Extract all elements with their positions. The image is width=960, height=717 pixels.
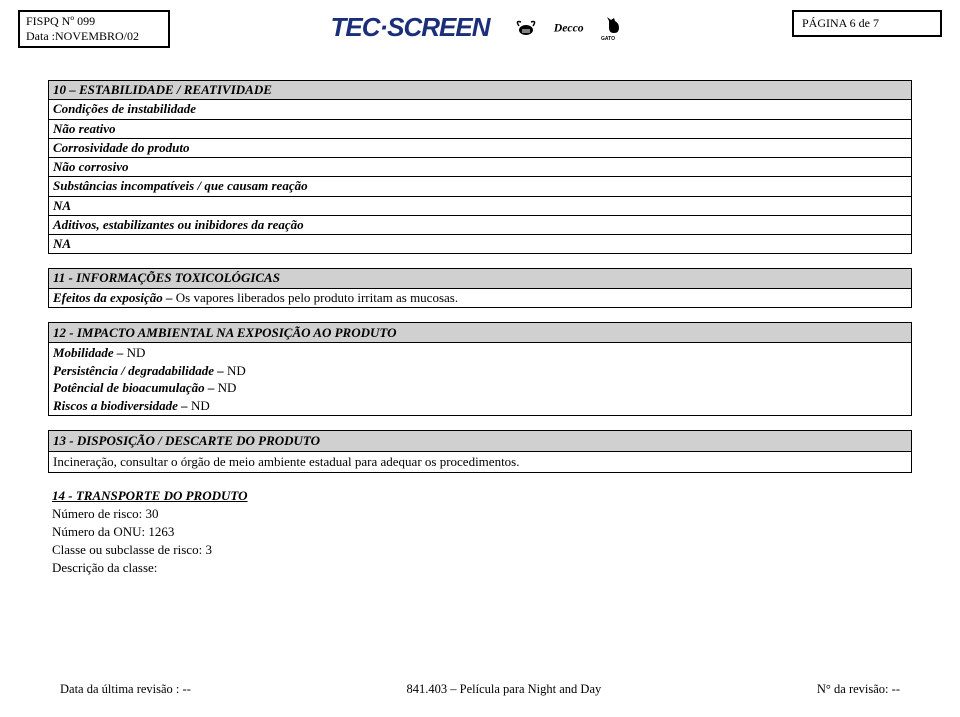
- s10-row: NA: [49, 235, 912, 254]
- s14-row: Número da ONU: 1263: [52, 523, 908, 541]
- s12-val: ND: [218, 380, 237, 395]
- doc-date: Data :NOVEMBRO/02: [26, 29, 162, 44]
- header-logos: TEC·SCREEN Decco GATO: [184, 10, 778, 43]
- s10-row: NA: [49, 196, 912, 215]
- section-14-block: 14 - TRANSPORTE DO PRODUTO Número de ris…: [48, 487, 912, 578]
- s12-val: ND: [227, 363, 246, 378]
- svg-text:Decco: Decco: [552, 21, 583, 34]
- s12-label: Riscos a biodiversidade –: [53, 398, 191, 413]
- brand-logo: TEC·SCREEN: [330, 12, 489, 43]
- s12-row: Mobilidade – ND: [53, 344, 907, 362]
- page-number: PÁGINA 6 de 7: [802, 16, 879, 30]
- s10-row: Corrosividade do produto: [49, 138, 912, 157]
- s12-label: Persistência / degradabilidade –: [53, 363, 227, 378]
- bee-icon: [508, 14, 544, 42]
- section-13-block: 13 - DISPOSIÇÃO / DESCARTE DO PRODUTO In…: [48, 430, 912, 472]
- s11-label: Efeitos da exposição –: [53, 290, 176, 305]
- s10-row: Não reativo: [49, 119, 912, 138]
- s14-row: Descrição da classe:: [52, 559, 908, 577]
- svg-text:GATO: GATO: [601, 36, 615, 41]
- s14-row: Número de risco: 30: [52, 505, 908, 523]
- section-10-title: 10 – ESTABILIDADE / REATIVIDADE: [49, 81, 912, 100]
- s12-label: Mobilidade –: [53, 345, 127, 360]
- s11-value: Os vapores liberados pelo produto irrita…: [176, 290, 458, 305]
- header-right-box: PÁGINA 6 de 7: [792, 10, 942, 37]
- s12-row: Potêncial de bioacumulação – ND: [53, 379, 907, 397]
- footer-center: 841.403 – Película para Night and Day: [407, 682, 602, 697]
- gato-preto-logo: GATO: [596, 14, 632, 42]
- footer-left: Data da última revisão : --: [60, 682, 191, 697]
- page-content: 10 – ESTABILIDADE / REATIVIDADE Condiçõe…: [0, 52, 960, 578]
- header-left-box: FISPQ Nº 099 Data :NOVEMBRO/02: [18, 10, 170, 48]
- s12-row: Persistência / degradabilidade – ND: [53, 362, 907, 380]
- s13-body: Incineração, consultar o órgão de meio a…: [53, 453, 907, 471]
- page-footer: Data da última revisão : -- 841.403 – Pe…: [0, 682, 960, 697]
- s10-row: Não corrosivo: [49, 158, 912, 177]
- fispq-number: FISPQ Nº 099: [26, 14, 162, 29]
- s12-val: ND: [191, 398, 210, 413]
- page-header: FISPQ Nº 099 Data :NOVEMBRO/02 TEC·SCREE…: [0, 0, 960, 52]
- decco-logo: Decco: [552, 14, 588, 42]
- section-11-table: 11 - INFORMAÇÕES TOXICOLÓGICAS Efeitos d…: [48, 268, 912, 308]
- s11-row: Efeitos da exposição – Os vapores libera…: [49, 288, 912, 307]
- s12-label: Potêncial de bioacumulação –: [53, 380, 218, 395]
- section-12-block: 12 - IMPACTO AMBIENTAL NA EXPOSIÇÃO AO P…: [48, 322, 912, 417]
- s12-val: ND: [127, 345, 146, 360]
- s12-row: Riscos a biodiversidade – ND: [53, 397, 907, 415]
- s10-row: Condições de instabilidade: [49, 100, 912, 119]
- s14-row: Classe ou subclasse de risco: 3: [52, 541, 908, 559]
- section-12-title: 12 - IMPACTO AMBIENTAL NA EXPOSIÇÃO AO P…: [49, 323, 911, 344]
- section-11-title: 11 - INFORMAÇÕES TOXICOLÓGICAS: [49, 269, 912, 288]
- footer-right: N° da revisão: --: [817, 682, 900, 697]
- section-10-table: 10 – ESTABILIDADE / REATIVIDADE Condiçõe…: [48, 80, 912, 254]
- section-13-title: 13 - DISPOSIÇÃO / DESCARTE DO PRODUTO: [49, 431, 911, 452]
- section-14-title: 14 - TRANSPORTE DO PRODUTO: [52, 487, 908, 505]
- s10-row: Aditivos, estabilizantes ou inibidores d…: [49, 215, 912, 234]
- s10-row: Substâncias incompatíveis / que causam r…: [49, 177, 912, 196]
- logo-cluster: Decco GATO: [508, 14, 632, 42]
